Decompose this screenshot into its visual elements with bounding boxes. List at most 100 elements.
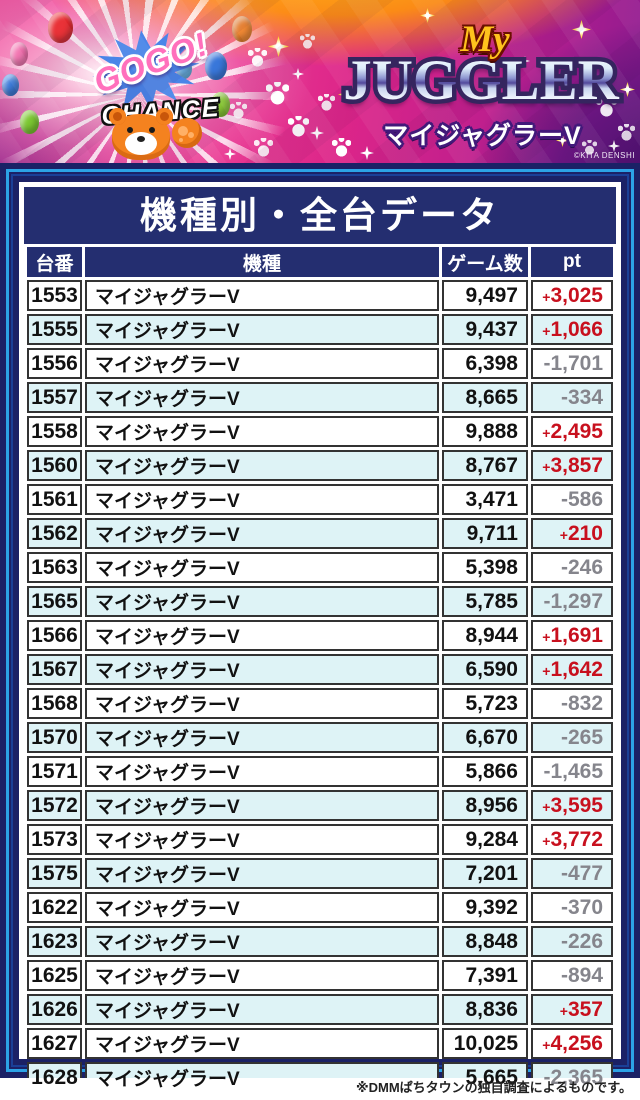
- table-row: 1562 マイジャグラーV 9,711 +210: [27, 518, 613, 549]
- paw-print-icon: [254, 138, 273, 157]
- game-count-cell: 5,866: [442, 756, 528, 787]
- plus-sign: +: [542, 458, 551, 475]
- page-title: 機種別・全台データ: [24, 187, 616, 244]
- plus-sign: +: [542, 798, 551, 815]
- machine-number-cell: 1560: [27, 450, 82, 481]
- paw-print-icon: [332, 138, 351, 157]
- machine-number-cell: 1573: [27, 824, 82, 855]
- game-count-cell: 6,670: [442, 722, 528, 753]
- paw-print-icon: [596, 96, 617, 117]
- balloon-icon: [10, 42, 28, 66]
- paw-print-icon: [300, 34, 315, 49]
- pt-cell: -832: [531, 688, 613, 719]
- plus-sign: +: [542, 1036, 551, 1053]
- game-count-cell: 8,944: [442, 620, 528, 651]
- machine-number-cell: 1627: [27, 1028, 82, 1059]
- pt-cell: +1,691: [531, 620, 613, 651]
- machine-type-cell: マイジャグラーV: [85, 348, 439, 379]
- pt-cell: +3,772: [531, 824, 613, 855]
- game-count-cell: 9,497: [442, 280, 528, 311]
- machine-type-cell: マイジャグラーV: [85, 586, 439, 617]
- machine-type-cell: マイジャグラーV: [85, 892, 439, 923]
- pt-cell: -334: [531, 382, 613, 413]
- game-count-cell: 6,398: [442, 348, 528, 379]
- my-logo: My: [460, 19, 510, 60]
- machine-number-cell: 1561: [27, 484, 82, 515]
- game-count-cell: 8,848: [442, 926, 528, 957]
- table-row: 1560 マイジャグラーV 8,767 +3,857: [27, 450, 613, 481]
- plus-sign: +: [542, 662, 551, 679]
- machine-number-cell: 1571: [27, 756, 82, 787]
- sparkle-icon: [572, 20, 591, 39]
- juggler-logo: JUGGLER JUGGLER: [322, 45, 640, 116]
- pt-cell: -265: [531, 722, 613, 753]
- board-inner-frame: 機種別・全台データ 台番 機種 ゲーム数 pt 1553 マイジャグラーV 9,49…: [11, 174, 629, 1093]
- pt-cell: +210: [531, 518, 613, 549]
- pt-cell: -1,465: [531, 756, 613, 787]
- game-count-cell: 9,711: [442, 518, 528, 549]
- pt-cell: -477: [531, 858, 613, 889]
- game-count-cell: 5,785: [442, 586, 528, 617]
- table-row: 1557 マイジャグラーV 8,665 -334: [27, 382, 613, 413]
- game-count-cell: 9,437: [442, 314, 528, 345]
- pt-cell: +2,495: [531, 416, 613, 447]
- machine-number-cell: 1572: [27, 790, 82, 821]
- data-board: 機種別・全台データ 台番 機種 ゲーム数 pt 1553 マイジャグラーV 9,49…: [0, 163, 640, 1093]
- header-machine-number: 台番: [27, 247, 82, 277]
- plus-sign: +: [559, 1002, 568, 1019]
- machine-number-cell: 1557: [27, 382, 82, 413]
- machine-number-cell: 1562: [27, 518, 82, 549]
- machine-number-cell: 1623: [27, 926, 82, 957]
- balloon-icon: [205, 52, 227, 80]
- machine-number-cell: 1622: [27, 892, 82, 923]
- balloon-icon: [2, 74, 19, 96]
- machine-number-cell: 1556: [27, 348, 82, 379]
- pt-cell: -226: [531, 926, 613, 957]
- machine-type-cell: マイジャグラーV: [85, 416, 439, 447]
- pt-cell: -370: [531, 892, 613, 923]
- plus-sign: +: [559, 526, 568, 543]
- machine-number-cell: 1566: [27, 620, 82, 651]
- pt-cell: +357: [531, 994, 613, 1025]
- pt-cell: -1,297: [531, 586, 613, 617]
- machine-number-cell: 1568: [27, 688, 82, 719]
- machine-type-cell: マイジャグラーV: [85, 484, 439, 515]
- table-row: 1575 マイジャグラーV 7,201 -477: [27, 858, 613, 889]
- machine-number-cell: 1567: [27, 654, 82, 685]
- game-count-cell: 5,398: [442, 552, 528, 583]
- sparkle-icon: [310, 126, 324, 140]
- paw-print-icon: [288, 116, 309, 137]
- plus-sign: +: [542, 424, 551, 441]
- pt-cell: +3,595: [531, 790, 613, 821]
- table-row: 1553 マイジャグラーV 9,497 +3,025: [27, 280, 613, 311]
- table-row: 1571 マイジャグラーV 5,866 -1,465: [27, 756, 613, 787]
- machine-type-cell: マイジャグラーV: [85, 620, 439, 651]
- game-count-cell: 8,956: [442, 790, 528, 821]
- table-row: 1561 マイジャグラーV 3,471 -586: [27, 484, 613, 515]
- footnote-text: ※DMMぱちタウンの独自調査によるものです。: [356, 1080, 632, 1095]
- game-count-cell: 8,665: [442, 382, 528, 413]
- game-count-cell: 5,723: [442, 688, 528, 719]
- machine-number-cell: 1628: [27, 1062, 82, 1093]
- machine-type-cell: マイジャグラーV: [85, 314, 439, 345]
- table-row: 1570 マイジャグラーV 6,670 -265: [27, 722, 613, 753]
- machine-type-cell: マイジャグラーV: [85, 926, 439, 957]
- table-row: 1567 マイジャグラーV 6,590 +1,642: [27, 654, 613, 685]
- machine-type-cell: マイジャグラーV: [85, 1028, 439, 1059]
- table-row: 1625 マイジャグラーV 7,391 -894: [27, 960, 613, 991]
- machine-type-cell: マイジャグラーV: [85, 824, 439, 855]
- machine-type-cell: マイジャグラーV: [85, 382, 439, 413]
- game-count-cell: 7,391: [442, 960, 528, 991]
- machine-number-cell: 1555: [27, 314, 82, 345]
- plus-sign: +: [542, 322, 551, 339]
- table-header: 台番 機種 ゲーム数 pt: [27, 247, 613, 277]
- pt-cell: +1,642: [531, 654, 613, 685]
- pt-cell: -586: [531, 484, 613, 515]
- table-row: 1558 マイジャグラーV 9,888 +2,495: [27, 416, 613, 447]
- game-count-cell: 3,471: [442, 484, 528, 515]
- table-row: 1622 マイジャグラーV 9,392 -370: [27, 892, 613, 923]
- balloon-icon: [48, 12, 73, 43]
- tiger-mascot-icon: [109, 108, 206, 162]
- table-row: 1627 マイジャグラーV 10,025 +4,256: [27, 1028, 613, 1059]
- juggler-logo-outline: JUGGLER: [322, 45, 640, 116]
